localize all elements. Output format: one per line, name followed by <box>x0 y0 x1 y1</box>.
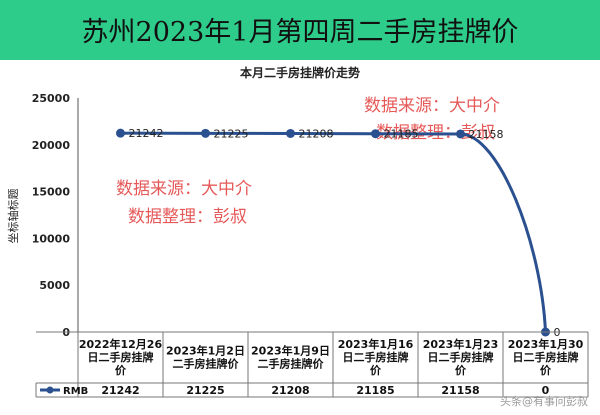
y-tick-label: 20000 <box>32 139 71 152</box>
data-point <box>201 128 210 138</box>
data-point <box>286 128 295 138</box>
y-tick-label: 5000 <box>39 279 70 292</box>
data-label: 21242 <box>129 127 164 140</box>
watermark-left: 数据来源：大中介 数据整理：彭叔 <box>116 179 252 227</box>
data-label: 21185 <box>384 128 419 141</box>
x-category-label: 2023年1月9日二手房挂牌价 <box>251 344 330 371</box>
y-tick-label: 25000 <box>32 92 71 105</box>
watermark-right-line1: 数据来源：大中介 <box>364 96 500 116</box>
table-value-cell: 21185 <box>356 384 394 397</box>
data-label: 21158 <box>469 128 504 141</box>
data-point <box>116 128 125 138</box>
legend-marker <box>46 386 54 394</box>
table-value-cell: 21208 <box>271 384 309 397</box>
y-tick-label: 15000 <box>32 186 71 199</box>
table-value-cell: 21225 <box>186 384 224 397</box>
watermark-left-line2: 数据整理：彭叔 <box>128 207 247 227</box>
x-category-label: 2023年1月23 日二手房挂牌价 <box>423 337 499 377</box>
data-label: 21208 <box>299 127 334 140</box>
watermark-left-line1: 数据来源：大中介 <box>116 179 252 199</box>
series-rmb <box>116 128 550 337</box>
data-label: 21225 <box>214 127 249 140</box>
table-value-cell: 21242 <box>101 384 139 397</box>
legend-label: RMB <box>63 386 88 397</box>
data-point <box>371 129 380 139</box>
series-line <box>120 131 547 333</box>
y-tick-label: 10000 <box>32 232 71 245</box>
table-value-cell: 21158 <box>441 384 479 397</box>
banner-background <box>0 0 600 60</box>
x-category-label: 2023年1月2日二手房挂牌价 <box>166 344 245 371</box>
chart-title: 本月二手房挂牌价走势 <box>240 65 360 80</box>
data-point <box>456 129 465 139</box>
x-category-label: 2022年12月26 日二手房挂牌价 <box>79 337 163 377</box>
x-category-label: 2023年1月30 日二手房挂牌价 <box>508 337 584 377</box>
y-axis-label: 坐标轴标题 <box>6 189 20 244</box>
corner-watermark: 头条@有事问彭叔 <box>500 394 588 408</box>
banner-title: 苏州2023年1月第四周二手房挂牌价 <box>82 17 519 48</box>
data-table: 2022年12月26 日二手房挂牌价2023年1月2日二手房挂牌价2023年1月9… <box>35 331 589 398</box>
x-category-label: 2023年1月16 日二手房挂牌价 <box>338 337 414 377</box>
table-value-cell: 0 <box>542 384 550 397</box>
y-axis: 0500010000150002000025000 <box>32 92 79 339</box>
